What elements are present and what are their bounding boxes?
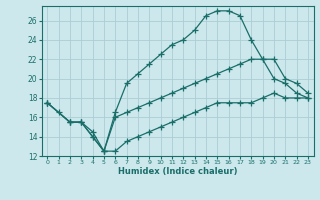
X-axis label: Humidex (Indice chaleur): Humidex (Indice chaleur) bbox=[118, 167, 237, 176]
